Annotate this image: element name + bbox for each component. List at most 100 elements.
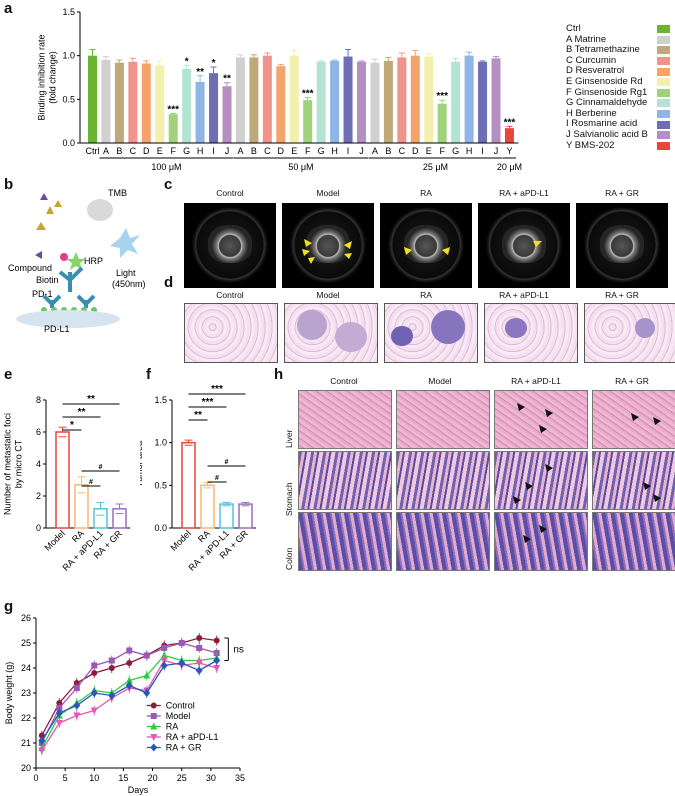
data-point bbox=[160, 661, 168, 670]
y-tick-label: 1.5 bbox=[154, 395, 167, 405]
legend-entry: J Salvianolic acid B bbox=[566, 129, 670, 141]
panel-label-g: g bbox=[4, 598, 14, 615]
x-tick-label: 15 bbox=[118, 773, 128, 783]
x-tick-label: F bbox=[439, 146, 445, 156]
compound-triangle-icon bbox=[54, 200, 62, 207]
bar bbox=[168, 114, 178, 143]
x-tick-label: H bbox=[197, 146, 204, 156]
pd1-antibody-icon bbox=[58, 266, 84, 292]
legend-swatch bbox=[657, 131, 670, 140]
bar bbox=[316, 61, 326, 143]
significance-label: ns bbox=[233, 644, 244, 655]
data-point bbox=[126, 647, 133, 654]
y-tick-label: 0.0 bbox=[62, 138, 75, 148]
data-point bbox=[125, 676, 133, 684]
bar bbox=[112, 508, 127, 529]
y-tick-label: 26 bbox=[21, 613, 31, 623]
bar bbox=[424, 56, 434, 143]
x-tick-label: C bbox=[264, 146, 271, 156]
he-image-row bbox=[184, 303, 675, 363]
hist-colon-control bbox=[298, 512, 392, 571]
data-point bbox=[55, 709, 63, 717]
legend-label: RA bbox=[166, 722, 179, 732]
data-point bbox=[108, 691, 116, 700]
bar bbox=[128, 61, 138, 143]
significance-label: * bbox=[212, 58, 216, 69]
ct-arrow-icon bbox=[302, 239, 352, 264]
he-image-ra-gr bbox=[584, 303, 675, 363]
significance-label: * bbox=[70, 420, 74, 431]
panel-label-h: h bbox=[274, 366, 284, 383]
legend-entry: C Curcumin bbox=[566, 54, 670, 67]
legend-label: RA + GR bbox=[166, 743, 202, 753]
light-burst-icon bbox=[110, 228, 140, 258]
plate-surface bbox=[16, 310, 120, 328]
legend-label: H Berberine bbox=[566, 107, 617, 119]
x-tick-label: B bbox=[116, 146, 122, 156]
data-point bbox=[91, 662, 98, 669]
ct-col-label: Control bbox=[216, 188, 244, 198]
x-tick-label: F bbox=[305, 146, 311, 156]
y-tick-label: 4 bbox=[36, 459, 41, 469]
hist-row-stomach bbox=[298, 451, 675, 510]
bar bbox=[114, 62, 124, 143]
panel-label-e: e bbox=[4, 366, 13, 383]
x-axis-label: Days bbox=[128, 785, 149, 795]
data-point bbox=[213, 637, 220, 644]
y-tick-label: 1.0 bbox=[62, 51, 75, 61]
y-tick-label: 6 bbox=[36, 427, 41, 437]
data-point bbox=[55, 720, 63, 727]
x-tick-label: D bbox=[412, 146, 419, 156]
legend-swatch bbox=[657, 67, 670, 76]
he-col-label: Model bbox=[316, 290, 340, 300]
x-tick-label: E bbox=[291, 146, 297, 156]
legend-label: Ctrl bbox=[566, 23, 581, 34]
hist-col-label: Model bbox=[428, 376, 452, 386]
data-point bbox=[161, 645, 168, 651]
he-headers: Control Model RA RA + aPD-L1 RA + GR bbox=[184, 290, 664, 302]
legend-label: G Cinnamaldehyde bbox=[566, 97, 648, 109]
bar bbox=[289, 55, 299, 143]
x-tick-label: 20 bbox=[148, 773, 158, 783]
bar bbox=[155, 65, 165, 143]
y-tick-label: 21 bbox=[21, 738, 31, 748]
y-tick-label: 24 bbox=[21, 663, 31, 673]
group-label: 25 μM bbox=[423, 162, 448, 172]
compound-hexagon-icon bbox=[35, 251, 42, 259]
hist-arrow-icon bbox=[513, 464, 553, 504]
hist-row-label: Stomach bbox=[284, 482, 294, 516]
y-axis-label: Tumor area bbox=[140, 441, 144, 487]
legend-swatch bbox=[657, 99, 670, 108]
light-label-line1: Light bbox=[116, 268, 136, 278]
x-tick-label: Ctrl bbox=[86, 146, 100, 156]
hist-row-liver bbox=[298, 390, 675, 449]
data-point bbox=[150, 743, 158, 752]
legend-label: Model bbox=[166, 711, 191, 721]
panel-label-a: a bbox=[4, 0, 13, 17]
ct-arrow-icon bbox=[404, 247, 450, 255]
hist-arrow-icon bbox=[523, 525, 547, 543]
x-tick-label: 5 bbox=[63, 773, 68, 783]
legend-label: C Curcumin bbox=[566, 54, 617, 66]
x-tick-label: 25 bbox=[177, 773, 187, 783]
x-tick-label: B bbox=[385, 146, 391, 156]
he-image-ra-apdl1 bbox=[484, 303, 578, 363]
bar bbox=[410, 55, 420, 143]
panel-label-b: b bbox=[4, 176, 14, 193]
legend-swatch bbox=[657, 25, 670, 34]
hist-colon-ra-apdl1 bbox=[494, 512, 588, 571]
elisa-schematic: TMB Light (450nm) Compound HRP Biotin PD… bbox=[8, 188, 146, 334]
ct-image-ra-gr bbox=[576, 203, 668, 288]
legend-label: I Rosmarine acid bbox=[566, 118, 638, 130]
data-point bbox=[143, 671, 151, 679]
ct-image-ra bbox=[380, 203, 472, 288]
y-tick-label: 8 bbox=[36, 395, 41, 405]
x-tick-label: D bbox=[143, 146, 150, 156]
y-tick-label: 22 bbox=[21, 713, 31, 723]
he-image-ra bbox=[384, 303, 478, 363]
he-image-model bbox=[284, 303, 378, 363]
bar bbox=[222, 86, 232, 143]
data-point bbox=[143, 689, 151, 697]
data-point bbox=[90, 689, 98, 697]
data-point bbox=[195, 660, 203, 667]
